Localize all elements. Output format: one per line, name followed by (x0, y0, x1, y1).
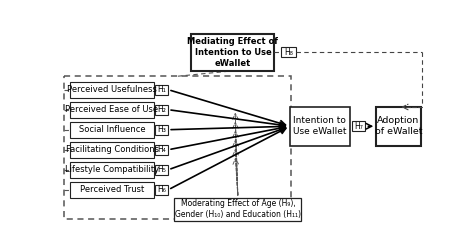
Text: H₂: H₂ (157, 105, 166, 114)
FancyBboxPatch shape (71, 182, 154, 198)
FancyBboxPatch shape (290, 107, 350, 146)
Text: Perceived Usefulness: Perceived Usefulness (67, 85, 157, 94)
Text: H₈: H₈ (284, 48, 293, 57)
FancyBboxPatch shape (71, 82, 154, 98)
FancyBboxPatch shape (174, 198, 301, 221)
Text: Adoption
of eWallet: Adoption of eWallet (375, 116, 422, 136)
Text: Perceived Trust: Perceived Trust (80, 185, 144, 194)
FancyBboxPatch shape (281, 47, 296, 57)
Text: H₆: H₆ (157, 185, 166, 194)
Text: Social Influence: Social Influence (79, 125, 146, 134)
Text: Perceived Ease of Use: Perceived Ease of Use (65, 105, 159, 114)
FancyBboxPatch shape (376, 107, 421, 146)
FancyBboxPatch shape (191, 34, 274, 71)
Text: H₃: H₃ (157, 125, 166, 134)
Text: H₅: H₅ (157, 165, 166, 174)
FancyBboxPatch shape (71, 162, 154, 178)
FancyBboxPatch shape (71, 142, 154, 158)
FancyBboxPatch shape (71, 122, 154, 138)
Text: Moderating Effect of Age (H₉),
Gender (H₁₀) and Education (H₁₁): Moderating Effect of Age (H₉), Gender (H… (175, 199, 301, 220)
FancyBboxPatch shape (155, 85, 168, 95)
FancyBboxPatch shape (155, 185, 168, 195)
Text: Lifestyle Compatibility: Lifestyle Compatibility (65, 165, 159, 174)
FancyBboxPatch shape (155, 145, 168, 155)
FancyBboxPatch shape (155, 165, 168, 175)
Text: Facilitating Conditions: Facilitating Conditions (65, 145, 158, 154)
FancyBboxPatch shape (155, 105, 168, 115)
Text: Intention to
Use eWallet: Intention to Use eWallet (293, 116, 346, 136)
Text: H₄: H₄ (157, 145, 166, 154)
FancyBboxPatch shape (71, 102, 154, 118)
Text: H₁: H₁ (157, 85, 166, 94)
FancyBboxPatch shape (155, 125, 168, 135)
Text: Mediating Effect of
Intention to Use
eWallet: Mediating Effect of Intention to Use eWa… (187, 37, 278, 68)
Text: H₇: H₇ (355, 122, 363, 131)
FancyBboxPatch shape (352, 121, 365, 131)
